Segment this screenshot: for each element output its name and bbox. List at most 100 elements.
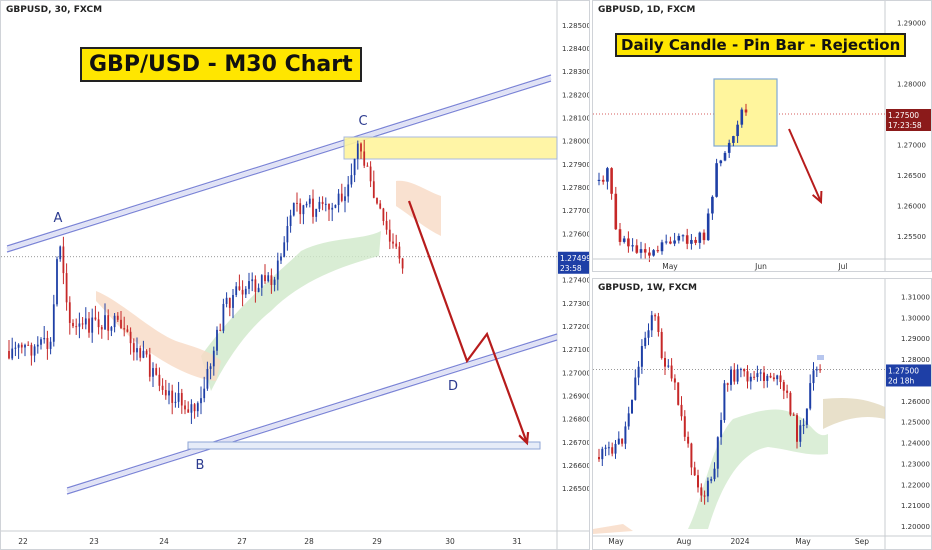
m30-candle-body xyxy=(65,273,68,303)
m30-candle-body xyxy=(81,323,84,325)
m30-candle-body xyxy=(273,279,276,285)
daily-candle-body xyxy=(601,179,605,182)
m30-candle-body xyxy=(11,348,14,359)
weekly-candle-body xyxy=(700,487,703,496)
daily-price-tag-text: 17:23:58 xyxy=(888,121,922,130)
weekly-candle-body xyxy=(713,468,716,480)
weekly-candle-body xyxy=(753,376,756,378)
daily-candle-body xyxy=(677,235,681,241)
weekly-price-tag xyxy=(886,364,931,387)
m30-candle-body xyxy=(353,158,356,176)
weekly-chart-panel[interactable]: GBPUSD, 1W, FXCM 1.31000 1.30000 1.29000 1.… xyxy=(592,278,932,550)
weekly-y-tick-label: 1.23000 xyxy=(901,460,930,468)
weekly-candle-body xyxy=(607,447,610,449)
m30-candle-body xyxy=(318,201,321,209)
m30-y-tick-label: 1.28400 xyxy=(562,45,590,53)
weekly-candle-body xyxy=(720,420,723,438)
m30-candle-body xyxy=(17,344,20,348)
m30-point-label-a: A xyxy=(54,211,63,226)
weekly-candle-body xyxy=(739,369,742,371)
m30-candle-body xyxy=(238,286,241,290)
m30-candle-body xyxy=(209,366,212,369)
weekly-price-tag-text: 1.27500 xyxy=(888,366,919,375)
m30-candle-body xyxy=(193,404,196,412)
m30-y-tick-label: 1.27000 xyxy=(562,369,590,377)
m30-candle-body xyxy=(123,328,126,330)
m30-y-tick-label: 1.28500 xyxy=(562,22,590,30)
m30-x-tick-label: 22 xyxy=(18,537,28,546)
m30-candle-body xyxy=(219,329,222,331)
m30-candle-body xyxy=(372,181,375,198)
m30-candle-body xyxy=(260,275,263,288)
m30-candle-body xyxy=(129,331,132,344)
weekly-candle-body xyxy=(723,383,726,421)
m30-y-tick-label: 1.26600 xyxy=(562,462,590,470)
m30-upper-channel-line xyxy=(6,80,552,253)
m30-candle-body xyxy=(216,329,218,351)
weekly-candle-body xyxy=(647,330,650,338)
m30-candle-body xyxy=(334,205,337,208)
weekly-candle-body xyxy=(716,437,719,469)
weekly-candle-body xyxy=(637,366,640,378)
daily-symbol-label: GBPUSD, 1D, FXCM xyxy=(598,5,696,15)
m30-y-tick-label: 1.27700 xyxy=(562,207,590,215)
daily-y-tick-label: 1.28000 xyxy=(897,81,926,89)
m30-candle-body xyxy=(222,303,225,331)
weekly-candle-body xyxy=(730,369,732,385)
weekly-candle-body xyxy=(664,358,666,367)
m30-candle-body xyxy=(248,281,250,289)
weekly-cloud-bullish xyxy=(688,409,828,529)
weekly-candle-body xyxy=(598,457,600,460)
weekly-chart-canvas[interactable]: 1.31000 1.30000 1.29000 1.28000 1.26000 1.250… xyxy=(593,279,932,550)
m30-symbol-label: GBPUSD, 30, FXCM xyxy=(6,5,103,15)
daily-y-tick-label: 1.29000 xyxy=(897,20,926,28)
m30-candle-body xyxy=(164,389,167,396)
m30-candle-body xyxy=(116,315,119,320)
m30-candle-body xyxy=(177,393,180,402)
m30-candle-body xyxy=(308,198,311,204)
m30-candle-body xyxy=(257,287,260,292)
daily-chart-panel[interactable]: GBPUSD, 1D, FXCM Daily Candle - Pin Bar … xyxy=(592,0,932,272)
weekly-y-tick-label: 1.24000 xyxy=(901,440,930,448)
m30-x-tick-label: 31 xyxy=(512,537,522,546)
weekly-candle-body xyxy=(789,392,792,415)
weekly-candle-body xyxy=(657,316,660,332)
weekly-candle-body xyxy=(621,438,624,444)
daily-chart-canvas[interactable]: 1.29000 1.28000 1.27000 1.26500 1.26000 1.255… xyxy=(593,1,932,272)
weekly-candle-body xyxy=(782,382,785,391)
weekly-candle-body xyxy=(631,399,633,414)
m30-lower-channel-line xyxy=(66,333,558,489)
m30-candle-body xyxy=(88,318,90,333)
m30-candle-body xyxy=(40,339,42,345)
weekly-candle-body xyxy=(802,424,805,426)
m30-candle-body xyxy=(283,242,286,257)
daily-y-tick-label: 1.26500 xyxy=(897,172,926,180)
m30-chart-panel[interactable]: GBPUSD, 30, FXCM GBP/USD - M30 Chart 1.2… xyxy=(0,0,590,550)
m30-chart-canvas[interactable]: 1.28500 1.28400 1.28300 1.28200 1.28100 1.280… xyxy=(1,1,590,550)
daily-candle-body xyxy=(597,179,601,181)
weekly-candle-body xyxy=(812,370,815,384)
m30-candle-body xyxy=(180,393,183,406)
m30-candle-body xyxy=(8,351,10,359)
weekly-y-tick-label: 1.22000 xyxy=(901,481,930,489)
m30-candle-body xyxy=(299,203,302,215)
daily-candle-body xyxy=(681,235,685,237)
daily-candle-body xyxy=(673,240,676,244)
weekly-candle-body xyxy=(634,377,637,400)
m30-candle-body xyxy=(152,368,154,377)
daily-candle-body xyxy=(736,124,739,137)
m30-candle-body xyxy=(382,208,385,221)
m30-candle-body xyxy=(292,202,295,216)
m30-candle-body xyxy=(78,323,81,327)
m30-candle-body xyxy=(171,390,174,403)
weekly-candle-body xyxy=(710,479,713,481)
m30-candle-body xyxy=(136,348,138,353)
m30-candle-body xyxy=(398,246,401,259)
daily-price-tag-text: 1.27500 xyxy=(888,111,919,120)
weekly-candle-body xyxy=(693,467,696,476)
m30-candle-body xyxy=(52,304,55,342)
daily-price-tag xyxy=(886,108,931,131)
weekly-candle-body xyxy=(680,404,683,417)
m30-candle-body xyxy=(132,343,135,353)
m30-lower-channel-line xyxy=(66,339,558,495)
